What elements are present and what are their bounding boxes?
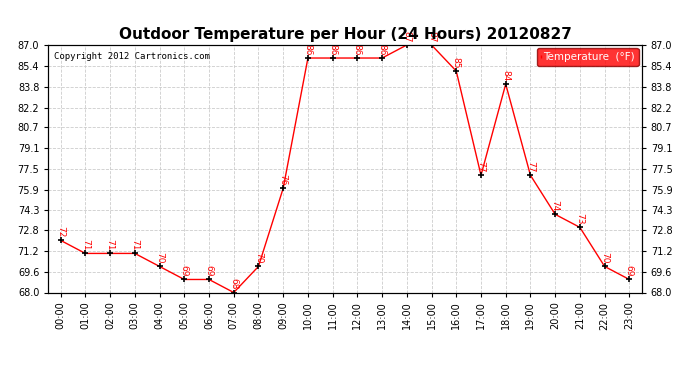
Text: 70: 70: [600, 252, 609, 264]
Text: 71: 71: [81, 239, 90, 250]
Text: 86: 86: [304, 44, 313, 55]
Text: 77: 77: [526, 161, 535, 172]
Text: 72: 72: [56, 226, 65, 238]
Text: Copyright 2012 Cartronics.com: Copyright 2012 Cartronics.com: [55, 53, 210, 62]
Text: 86: 86: [353, 44, 362, 55]
Text: 84: 84: [501, 70, 510, 81]
Title: Outdoor Temperature per Hour (24 Hours) 20120827: Outdoor Temperature per Hour (24 Hours) …: [119, 27, 571, 42]
Text: 69: 69: [204, 265, 213, 277]
Text: 68: 68: [229, 278, 238, 290]
Legend: Temperature  (°F): Temperature (°F): [537, 48, 638, 66]
Text: 86: 86: [328, 44, 337, 55]
Text: 87: 87: [402, 31, 411, 42]
Text: 70: 70: [155, 252, 164, 264]
Text: 86: 86: [377, 44, 386, 55]
Text: 77: 77: [477, 161, 486, 172]
Text: 70: 70: [254, 252, 263, 264]
Text: 73: 73: [575, 213, 584, 225]
Text: 69: 69: [180, 265, 189, 277]
Text: 85: 85: [452, 57, 461, 68]
Text: 71: 71: [106, 239, 115, 250]
Text: 87: 87: [427, 31, 436, 42]
Text: 69: 69: [625, 265, 634, 277]
Text: 74: 74: [551, 200, 560, 211]
Text: 76: 76: [279, 174, 288, 186]
Text: 71: 71: [130, 239, 139, 250]
